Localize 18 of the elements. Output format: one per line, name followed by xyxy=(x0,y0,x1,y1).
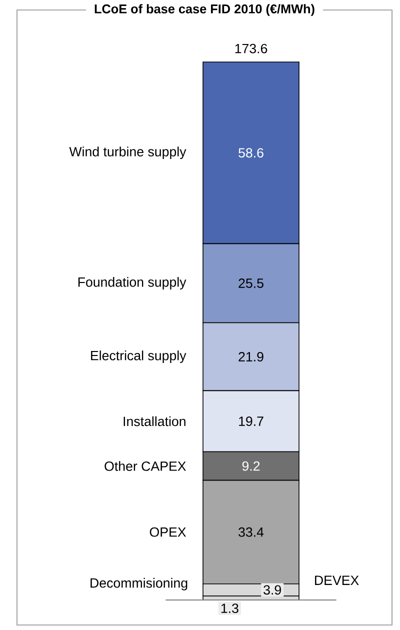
data-label: 33.4 xyxy=(238,527,264,537)
series-label: Wind turbine supply xyxy=(69,146,186,160)
series-label: Decommisioning xyxy=(90,578,188,590)
series-label: DEVEX xyxy=(315,576,359,585)
total-label: 173.6 xyxy=(235,44,268,54)
data-label: 25.5 xyxy=(238,278,264,288)
data-label: 58.6 xyxy=(238,148,264,158)
series-label: Electrical supply xyxy=(91,350,186,363)
chart-title: LCoE of base case FID 2010 (€/MWh) xyxy=(94,4,314,16)
series-label: OPEX xyxy=(150,527,186,537)
data-label: 19.7 xyxy=(239,416,264,426)
series-label: Foundation supply xyxy=(78,277,186,290)
data-label: 9.2 xyxy=(242,461,260,471)
series-label: Other CAPEX xyxy=(104,461,186,471)
series-label: Installation xyxy=(124,416,186,426)
data-label: 1.3 xyxy=(221,604,238,614)
data-label: 21.9 xyxy=(238,352,264,362)
data-label: 3.9 xyxy=(264,585,281,595)
